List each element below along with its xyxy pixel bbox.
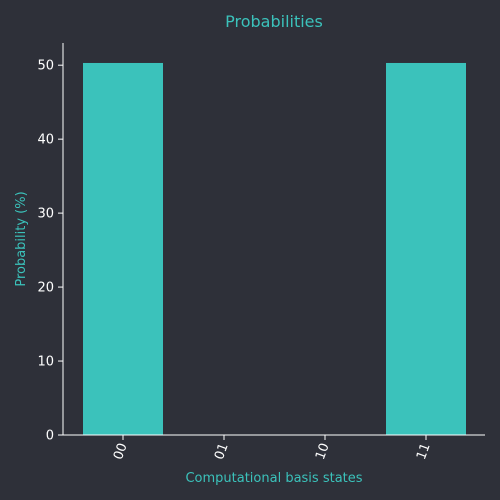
bar-11 bbox=[386, 62, 466, 435]
y-tick-label-20: 20 bbox=[37, 281, 54, 296]
bar-00 bbox=[83, 62, 163, 435]
x-tick-label-10: 10 bbox=[313, 441, 333, 462]
x-axis-label: Computational basis states bbox=[185, 471, 362, 486]
y-axis-label: Probability (%) bbox=[14, 191, 29, 286]
x-tick-label-00: 00 bbox=[111, 441, 131, 462]
y-tick-label-30: 30 bbox=[37, 207, 54, 222]
y-tick-label-10: 10 bbox=[37, 355, 54, 370]
x-tick-label-01: 01 bbox=[212, 441, 232, 462]
y-tick-label-40: 40 bbox=[37, 133, 54, 148]
x-tick-label-11: 11 bbox=[414, 441, 434, 462]
y-axis-ticks: 0 10 20 30 40 50 bbox=[37, 59, 63, 444]
y-tick-label-50: 50 bbox=[37, 59, 54, 74]
x-axis-ticks: 00 01 10 11 bbox=[111, 435, 434, 462]
chart-title: Probabilities bbox=[225, 12, 323, 31]
y-tick-label-0: 0 bbox=[46, 429, 54, 444]
bars-layer bbox=[83, 62, 466, 435]
